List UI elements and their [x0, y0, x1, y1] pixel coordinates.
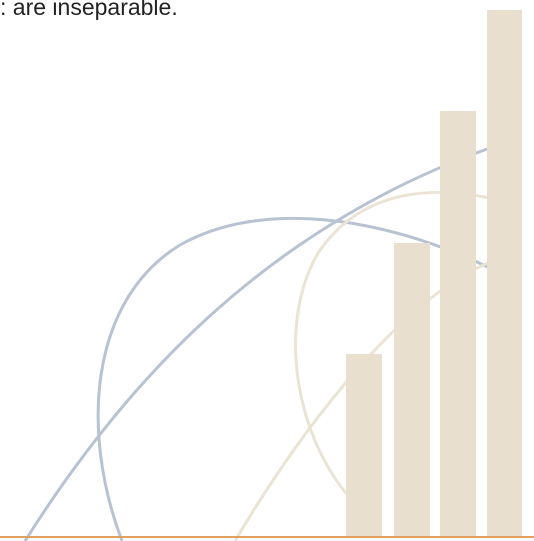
bar-shape: [487, 10, 522, 536]
bar-shape: [346, 354, 382, 536]
beige-curve: [294, 190, 491, 527]
bar-shape: [394, 243, 430, 536]
blue-curve: [23, 146, 491, 541]
bar-shape: [440, 111, 476, 536]
blue-curve: [96, 216, 491, 541]
caption: : are inseparable.: [0, 0, 178, 20]
